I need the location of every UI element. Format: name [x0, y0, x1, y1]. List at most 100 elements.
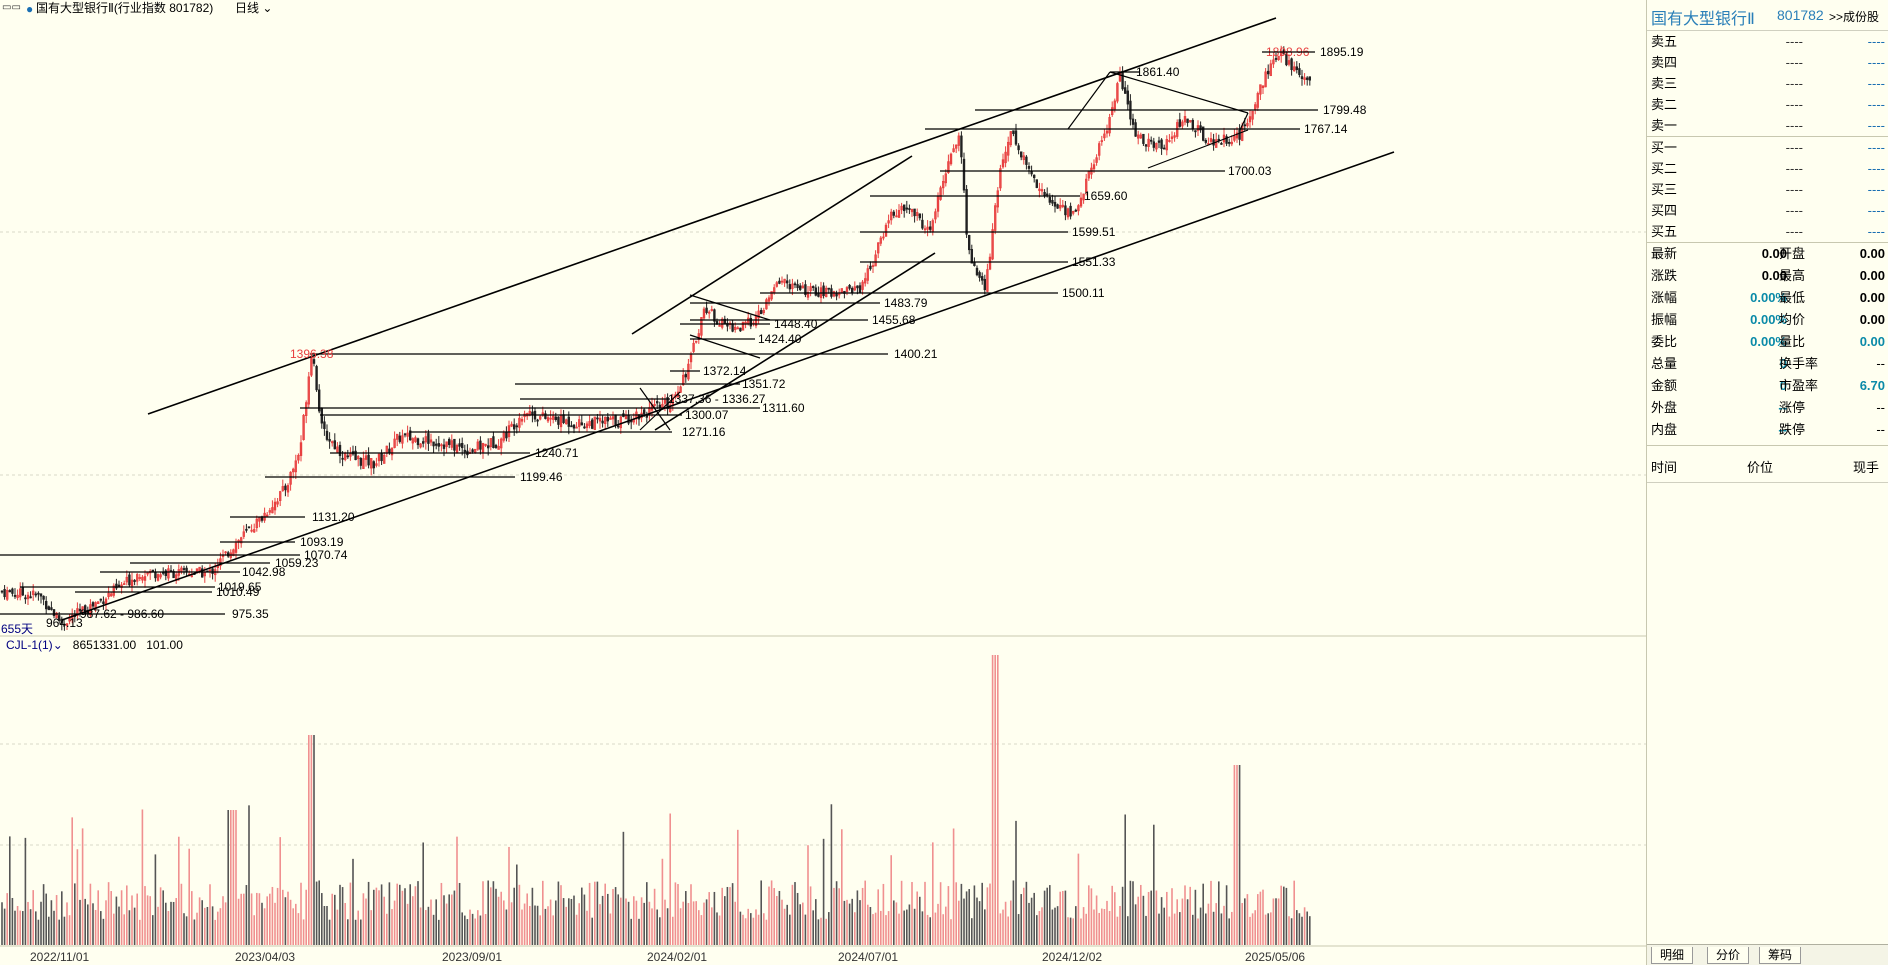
candle: [731, 320, 734, 333]
candle: [317, 384, 321, 414]
quote-label: 涨幅: [1651, 290, 1678, 305]
volume-bar: [994, 655, 996, 945]
volume-bar: [887, 911, 890, 945]
candle: [91, 601, 95, 609]
pattern-line: [689, 294, 771, 321]
candle: [900, 202, 903, 215]
candle: [135, 572, 139, 586]
volume-bar: [822, 838, 825, 945]
volume-bar: [1194, 889, 1197, 945]
candle: [536, 418, 539, 427]
volume-bar: [885, 915, 887, 945]
volume-bar: [466, 919, 469, 945]
volume-bar: [1225, 885, 1228, 945]
tab-detail[interactable]: 明细: [1651, 947, 1694, 964]
volume-bar: [287, 891, 289, 945]
candle: [130, 572, 134, 592]
volume-bar: [630, 918, 632, 945]
candle: [102, 596, 105, 610]
volume-bar: [37, 919, 40, 945]
candle: [866, 264, 870, 285]
volume-bar: [1132, 881, 1134, 945]
volume-bar: [1124, 814, 1126, 945]
candle: [1173, 132, 1176, 142]
volume-bar: [986, 887, 989, 945]
candle: [50, 601, 53, 611]
period-selector[interactable]: 日线 ⌄: [235, 0, 272, 16]
volume-bar: [9, 836, 11, 945]
ask-volume: ----: [1867, 118, 1885, 133]
volume-bar: [929, 917, 931, 945]
candle: [128, 572, 131, 587]
candle: [125, 570, 129, 586]
volume-bar: [362, 893, 365, 945]
bid-label: 买一: [1651, 140, 1678, 155]
constituents-link[interactable]: >>成份股: [1829, 10, 1880, 24]
quote-row: 金额 0 市盈率 6.70: [1647, 375, 1888, 397]
bid-volume: ----: [1867, 161, 1885, 176]
candle: [1056, 203, 1059, 209]
candle: [518, 413, 521, 432]
candle: [1259, 84, 1262, 100]
volume-bar: [1142, 895, 1145, 945]
tab-chips[interactable]: 筹码: [1759, 947, 1802, 964]
volume-bar: [1306, 911, 1308, 945]
volume-bar: [1210, 880, 1212, 945]
candle: [289, 471, 292, 491]
candle: [320, 407, 324, 429]
volume-bar: [898, 913, 900, 945]
volume-indicator-name[interactable]: CJL-1(1): [6, 638, 53, 652]
candle: [559, 409, 563, 433]
candle: [780, 276, 784, 285]
candle: [549, 410, 552, 427]
volume-bar: [1017, 914, 1020, 945]
volume-bar: [258, 893, 261, 945]
volume-bar: [536, 905, 539, 945]
volume-bar: [172, 901, 175, 945]
quote-value: 0.00: [1761, 246, 1787, 261]
candlestick-chart[interactable]: 1898.96 1895.191861.401799.481767.141700.…: [0, 0, 1646, 965]
volume-bar: [1259, 891, 1262, 945]
candle: [453, 438, 456, 457]
ask-label: 卖五: [1651, 34, 1678, 49]
candle: [349, 447, 352, 461]
candle: [788, 279, 792, 293]
candle: [1040, 183, 1044, 196]
volume-bar: [167, 911, 170, 945]
volume-bar: [100, 911, 102, 945]
candle: [411, 437, 415, 450]
volume-bar: [120, 890, 123, 945]
volume-indicator-header[interactable]: CJL-1(1)⌄ 8651331.00 101.00: [6, 638, 183, 652]
volume-bar: [997, 655, 999, 945]
volume-bar: [760, 880, 762, 945]
volume-bar: [352, 858, 354, 945]
candle: [1061, 199, 1065, 209]
candle: [138, 573, 142, 582]
volume-bar: [412, 896, 414, 945]
volume-bar: [63, 916, 66, 945]
window-menu-icon[interactable]: ▭▭: [2, 2, 21, 13]
volume-bar: [482, 881, 484, 945]
volume-bar: [313, 735, 315, 945]
volume-bar: [92, 903, 94, 945]
candle: [328, 432, 331, 449]
candle: [398, 431, 402, 444]
candle: [619, 415, 623, 434]
candle: [656, 395, 659, 410]
ask-row: 卖四 ---- ----: [1647, 52, 1888, 73]
pattern-line: [1239, 112, 1249, 131]
volume-bar: [435, 899, 437, 945]
chart-area[interactable]: ▭▭ ● 国有大型银行Ⅱ(行业指数 801782) 日线 ⌄ 1898.96 18…: [0, 0, 1646, 965]
volume-bar: [989, 883, 991, 945]
volume-bar: [464, 915, 466, 945]
volume-bar: [705, 899, 708, 945]
candle: [1215, 132, 1218, 148]
volume-bar: [266, 896, 268, 945]
candle: [843, 290, 846, 299]
ask-row: 卖五 ---- ----: [1647, 31, 1888, 52]
volume-bar: [323, 906, 326, 945]
volume-bar: [1077, 853, 1080, 945]
candle: [421, 437, 425, 448]
tab-price-distribution[interactable]: 分价: [1707, 947, 1750, 964]
candle: [81, 606, 84, 613]
